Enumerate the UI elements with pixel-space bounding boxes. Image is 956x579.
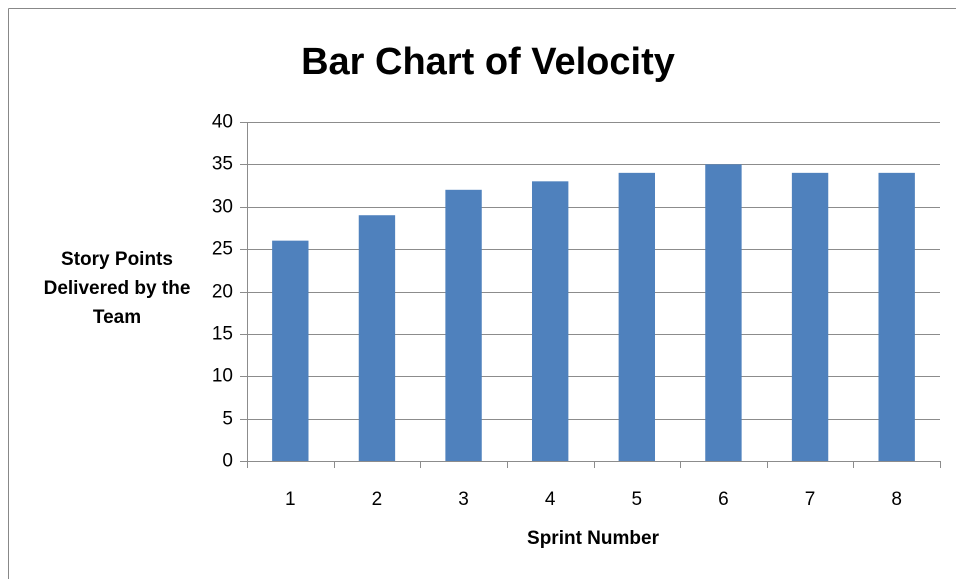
x-tick-label: 3: [458, 489, 469, 510]
y-tick-label: 15: [212, 324, 233, 345]
y-axis-title: Story Points Delivered by the Team: [43, 249, 191, 328]
x-axis-title: Sprint Number: [527, 528, 660, 549]
bar: [791, 172, 829, 461]
bar: [531, 181, 569, 461]
y-tick-label: 10: [212, 366, 233, 387]
y-tick-label: 35: [212, 154, 233, 175]
bar: [878, 172, 915, 461]
bar: [358, 215, 396, 461]
chart-title: Bar Chart of Velocity: [301, 41, 675, 83]
bar: [445, 189, 482, 462]
x-tick-label: 8: [891, 489, 902, 510]
y-tick-label: 0: [222, 451, 233, 472]
x-tick-label: 2: [372, 489, 383, 510]
x-tick-label: 7: [805, 489, 816, 510]
y-tick-label: 30: [212, 197, 233, 218]
x-tick-label: 4: [545, 489, 556, 510]
y-tick-label: 5: [222, 409, 233, 430]
y-tick-label: 20: [212, 282, 233, 303]
y-tick-label: 40: [212, 112, 233, 133]
bar: [705, 164, 742, 461]
x-tick-label: 6: [718, 489, 729, 510]
bar: [618, 172, 656, 461]
x-tick-label: 1: [285, 489, 296, 510]
x-tick-label: 5: [632, 489, 643, 510]
bar: [272, 240, 309, 461]
y-tick-label: 25: [212, 239, 233, 260]
